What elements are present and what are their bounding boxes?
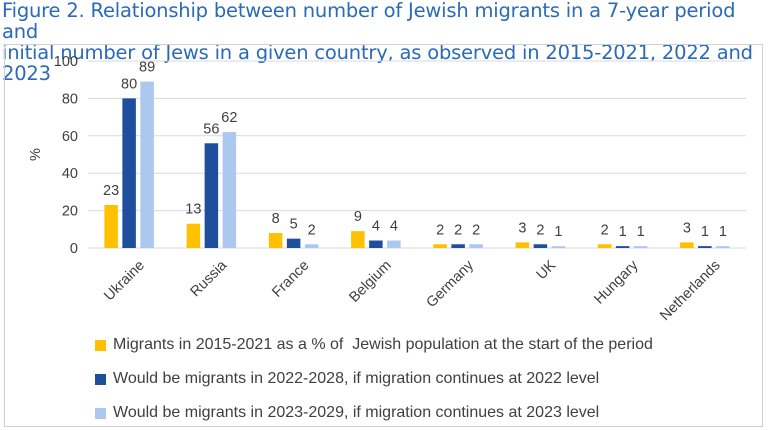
bar-hungary-series-2 [615, 246, 630, 248]
x-tick-label: Hungary [591, 257, 642, 308]
bar-germany-series-3 [469, 244, 483, 248]
data-label: 1 [637, 224, 645, 240]
legend-swatch [95, 339, 106, 351]
data-label: 1 [719, 224, 727, 240]
bar-germany-series-1 [433, 244, 447, 248]
legend-label: Would be migrants in 2022-2028, if migra… [113, 370, 600, 387]
data-label: 62 [221, 110, 237, 126]
y-axis-label: % [28, 148, 44, 161]
legend-item: Would be migrants in 2023-2029, if migra… [95, 396, 653, 430]
bar-france-series-3 [304, 244, 319, 248]
data-label: 2 [454, 222, 462, 238]
data-label: 4 [372, 219, 380, 235]
bar-russia-series-3 [222, 132, 237, 248]
chart-title-line-1: Figure 2. Relationship between number of… [2, 0, 736, 43]
chart-title: Figure 2. Relationship between number of… [2, 0, 767, 84]
legend-label: Would be migrants in 2023-2029, if migra… [113, 404, 600, 421]
bar-netherlands-series-3 [716, 246, 730, 248]
data-label: 89 [139, 60, 155, 76]
bar-germany-series-2 [451, 244, 465, 248]
chart-frame [4, 44, 763, 427]
bar-russia-series-1 [186, 223, 201, 248]
data-label: 2 [536, 222, 544, 238]
x-tick-label: France [269, 258, 312, 301]
bar-france-series-2 [286, 238, 301, 248]
data-label: 1 [701, 224, 709, 240]
data-label: 2 [601, 222, 609, 238]
legend-swatch [95, 407, 106, 419]
bar-hungary-series-1 [597, 244, 612, 248]
data-label: 13 [185, 202, 201, 218]
y-tick-label: 0 [70, 241, 78, 257]
data-label: 56 [203, 121, 219, 137]
x-tick-label: Netherlands [657, 258, 724, 325]
y-tick-label: 20 [62, 204, 78, 220]
bar-hungary-series-3 [633, 246, 648, 248]
data-label: 9 [354, 209, 362, 225]
chart-legend: Migrants in 2015-2021 as a % of Jewish p… [95, 328, 653, 430]
data-label: 8 [272, 211, 280, 227]
data-label: 3 [683, 220, 691, 236]
data-label: 1 [619, 224, 627, 240]
bar-belgium-series-3 [387, 240, 401, 248]
legend-item: Migrants in 2015-2021 as a % of Jewish p… [95, 328, 653, 362]
bar-uk-series-1 [515, 242, 530, 248]
bar-uk-series-3 [551, 246, 566, 248]
chart-title-line-2: initial number of Jews in a given countr… [2, 41, 753, 85]
bar-belgium-series-1 [351, 231, 365, 248]
data-label: 2 [436, 222, 444, 238]
bar-russia-series-2 [204, 143, 219, 248]
data-label: 1 [554, 224, 562, 240]
y-tick-label: 40 [62, 166, 78, 182]
x-tick-label: Ukraine [101, 258, 148, 305]
data-label: 23 [103, 183, 119, 199]
legend-item: Would be migrants in 2022-2028, if migra… [95, 362, 653, 396]
data-label: 4 [390, 219, 398, 235]
legend-swatch [95, 373, 106, 385]
bar-france-series-1 [268, 233, 283, 248]
data-label: 80 [121, 76, 137, 92]
x-tick-label: Germany [423, 257, 477, 311]
data-label: 5 [290, 217, 298, 233]
data-label: 2 [308, 222, 316, 238]
y-tick-label: 100 [54, 54, 78, 70]
y-tick-label: 60 [62, 129, 78, 145]
x-tick-label: Russia [188, 257, 231, 300]
bar-belgium-series-2 [369, 240, 383, 248]
data-label: 2 [472, 222, 480, 238]
bar-netherlands-series-1 [680, 242, 694, 248]
legend-label: Migrants in 2015-2021 as a % of Jewish p… [113, 336, 653, 353]
data-label: 3 [518, 220, 526, 236]
x-tick-label: Belgium [346, 258, 394, 306]
bar-uk-series-2 [533, 244, 548, 248]
bar-ukraine-series-2 [122, 98, 136, 249]
x-tick-label: UK [534, 257, 560, 283]
y-tick-label: 80 [62, 91, 78, 107]
bar-ukraine-series-1 [104, 204, 118, 248]
bar-ukraine-series-3 [140, 81, 154, 248]
bar-netherlands-series-2 [698, 246, 712, 248]
